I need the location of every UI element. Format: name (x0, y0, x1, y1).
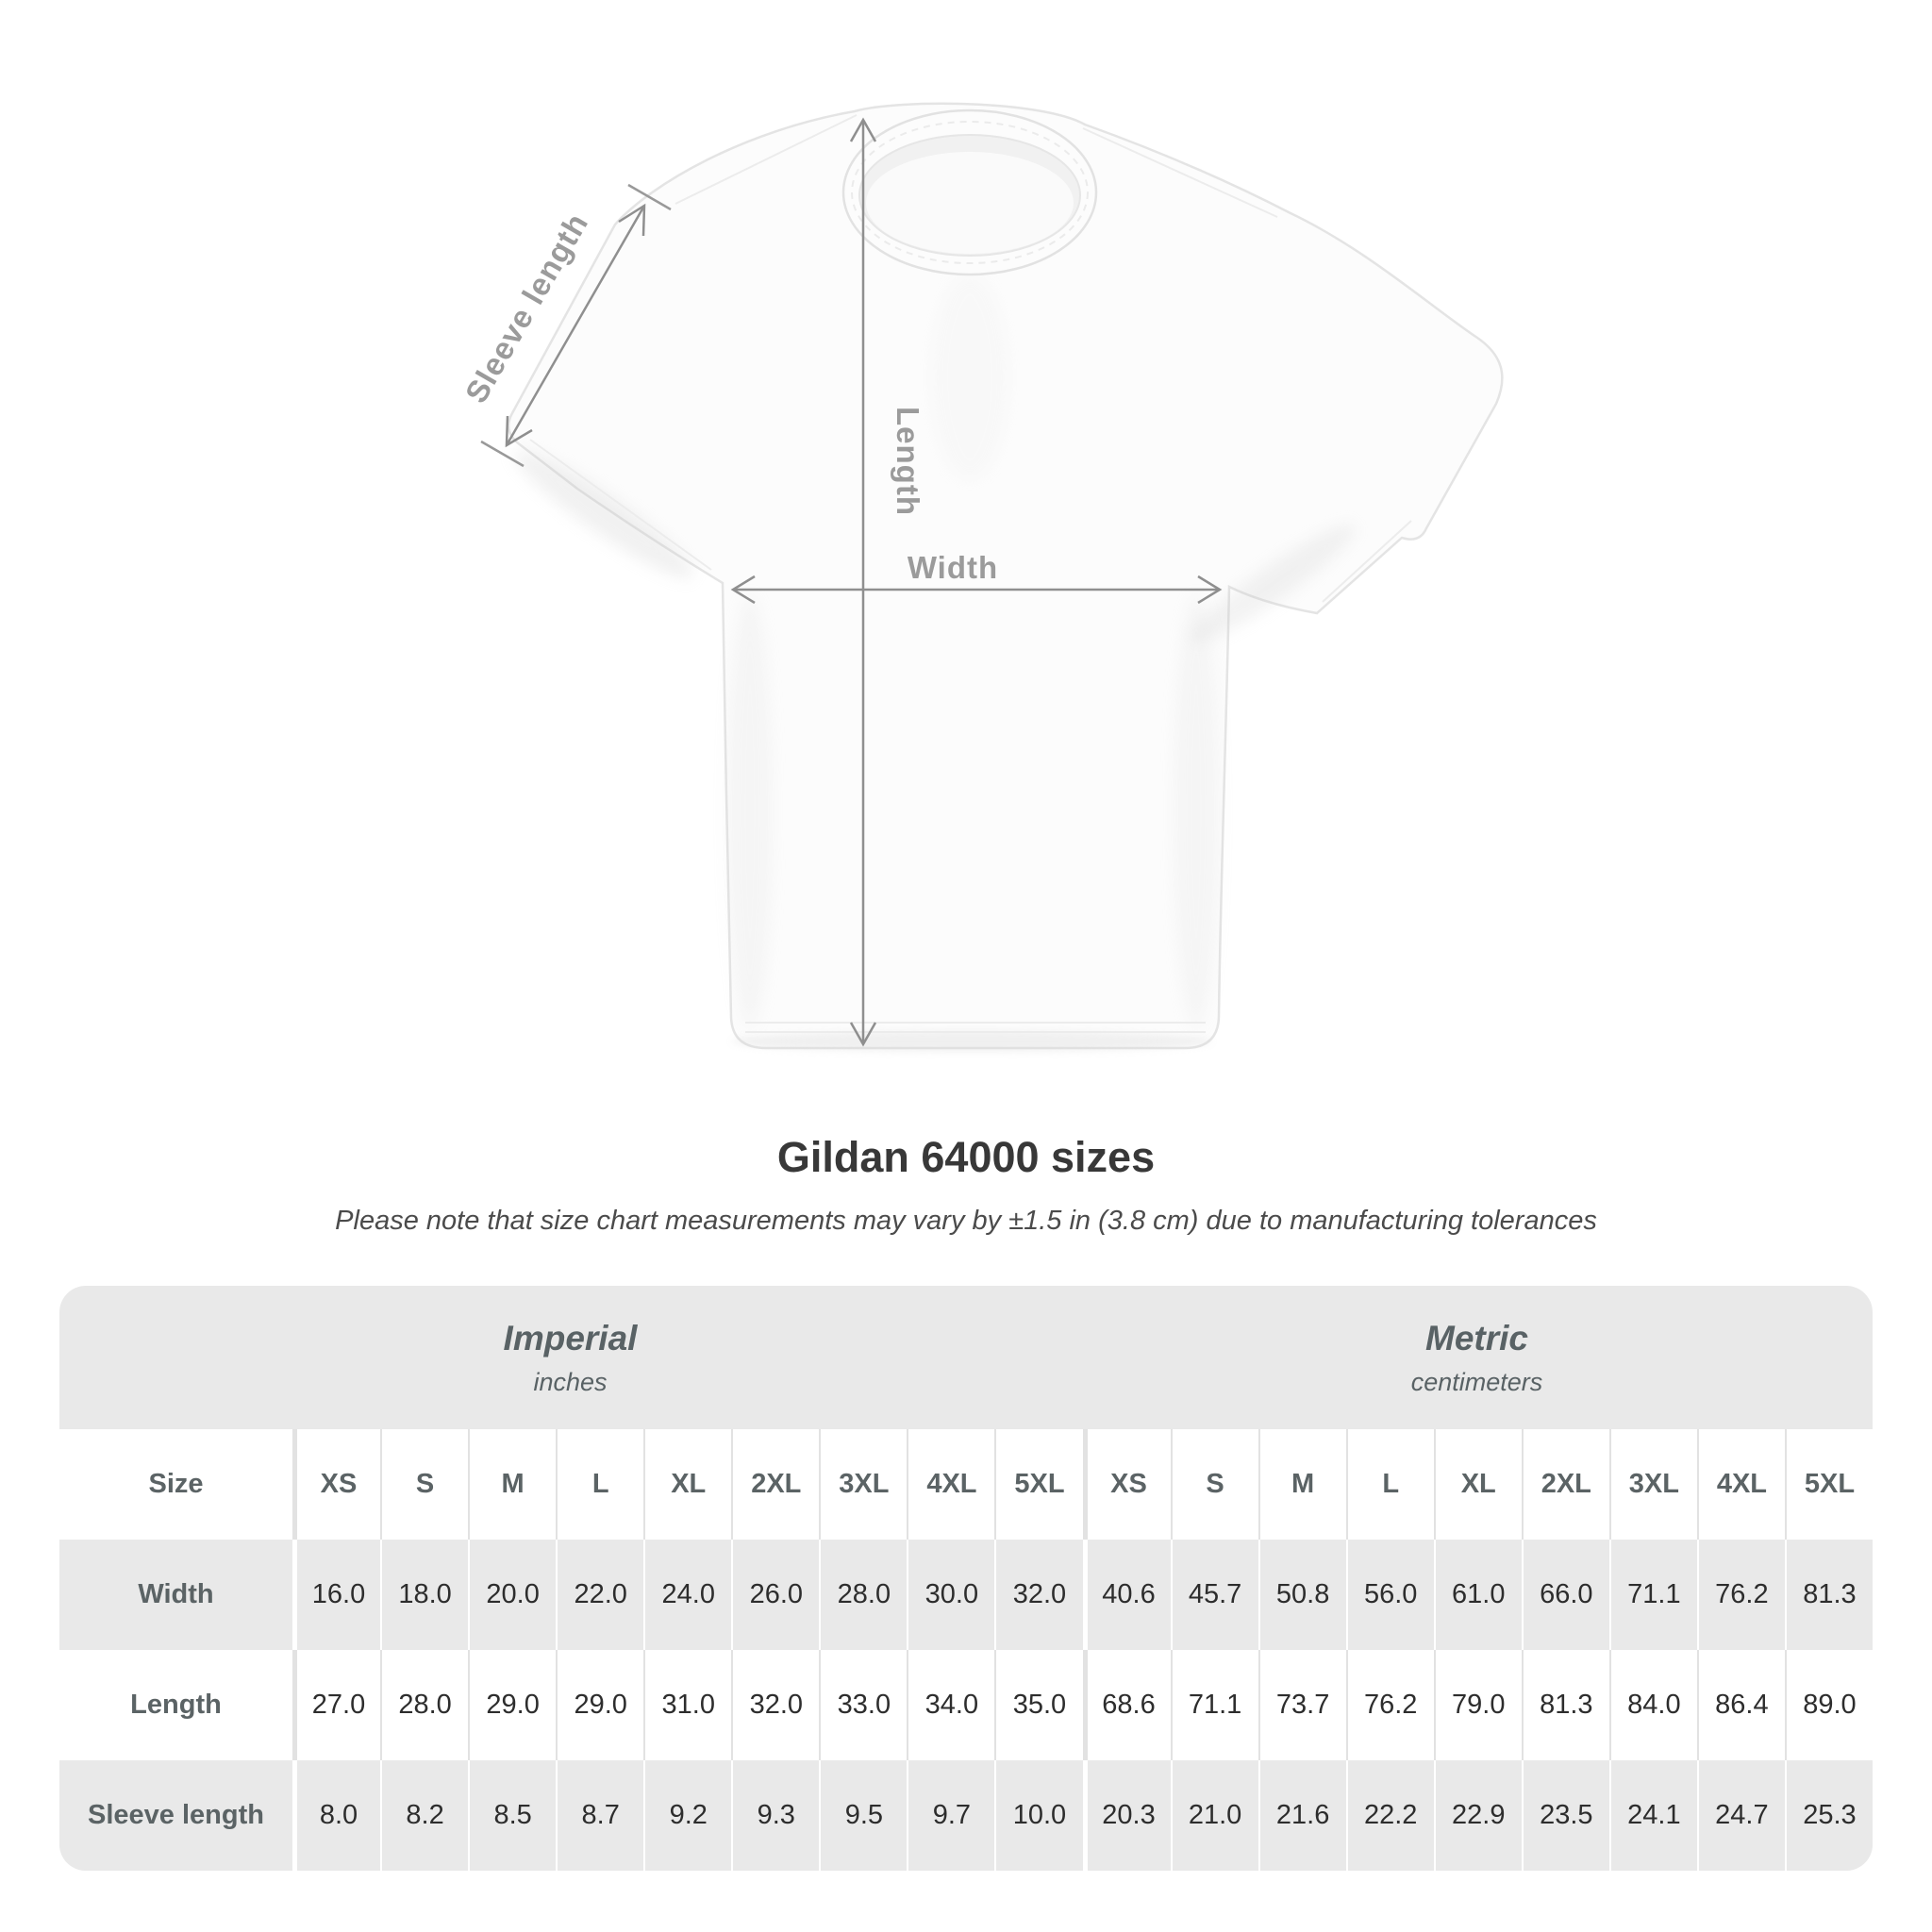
size-header-cell: 4XL (1696, 1429, 1785, 1540)
width-dimension: Width (730, 550, 1223, 605)
value-cell: 68.6 (1082, 1650, 1171, 1760)
imperial-section-unit: inches (533, 1367, 608, 1396)
value-cell: 50.8 (1257, 1540, 1346, 1650)
value-cell: 66.0 (1521, 1540, 1609, 1650)
size-header-cell: XS (292, 1429, 381, 1540)
value-cell: 76.2 (1345, 1650, 1434, 1760)
value-cell: 22.0 (556, 1540, 644, 1650)
value-cell: 9.5 (819, 1760, 908, 1871)
value-cell: 35.0 (994, 1650, 1083, 1760)
value-cell: 71.1 (1170, 1650, 1258, 1760)
size-header-cell: 2XL (731, 1429, 820, 1540)
size-chart-table: Imperial inches Metric centimeters Size X… (59, 1286, 1873, 1871)
value-cell: 8.5 (468, 1760, 557, 1871)
value-cell: 71.1 (1608, 1540, 1697, 1650)
row-label: Length (59, 1650, 292, 1760)
value-cell: 79.0 (1433, 1650, 1522, 1760)
size-header-cell: L (556, 1429, 644, 1540)
value-cell: 61.0 (1433, 1540, 1522, 1650)
row-label: Sleeve length (59, 1760, 292, 1871)
size-header-cell: M (468, 1429, 557, 1540)
imperial-section-title: Imperial (503, 1318, 638, 1357)
value-cell: 8.2 (380, 1760, 469, 1871)
metric-section-header: Metric centimeters (1081, 1286, 1873, 1429)
value-cell: 56.0 (1345, 1540, 1434, 1650)
size-header-cell: 3XL (1608, 1429, 1697, 1540)
value-cell: 9.2 (643, 1760, 732, 1871)
size-header-cell: 5XL (1784, 1429, 1873, 1540)
value-cell: 20.3 (1082, 1760, 1171, 1871)
size-column-header: Size (59, 1429, 292, 1540)
size-header-cell: XL (1433, 1429, 1522, 1540)
value-cell: 28.0 (819, 1540, 908, 1650)
unit-section-band: Imperial inches Metric centimeters (59, 1286, 1873, 1429)
caption-block: Gildan 64000 sizes Please note that size… (0, 1134, 1932, 1237)
value-cell: 86.4 (1696, 1650, 1785, 1760)
value-cell: 27.0 (292, 1650, 381, 1760)
size-grid: Size XS S M L XL 2XL 3XL 4XL 5XL XS S M L XL 2XL 3XL 4XL 5… (59, 1429, 1873, 1871)
width-label: Width (908, 550, 998, 585)
value-cell: 28.0 (380, 1650, 469, 1760)
size-header-cell: 3XL (819, 1429, 908, 1540)
value-cell: 26.0 (731, 1540, 820, 1650)
tshirt-measurement-figure: Sleeve length Length Width (458, 102, 1504, 1052)
value-cell: 32.0 (994, 1540, 1083, 1650)
value-cell: 89.0 (1784, 1650, 1873, 1760)
value-cell: 40.6 (1082, 1540, 1171, 1650)
value-cell: 9.7 (907, 1760, 995, 1871)
value-cell: 29.0 (468, 1650, 557, 1760)
value-cell: 81.3 (1521, 1650, 1609, 1760)
value-cell: 32.0 (731, 1650, 820, 1760)
metric-section-unit: centimeters (1410, 1367, 1543, 1396)
tolerance-note: Please note that size chart measurements… (335, 1206, 1597, 1236)
metric-section-title: Metric (1425, 1318, 1528, 1357)
value-cell: 73.7 (1257, 1650, 1346, 1760)
size-header-cell: M (1257, 1429, 1346, 1540)
value-cell: 30.0 (907, 1540, 995, 1650)
value-cell: 21.0 (1170, 1760, 1258, 1871)
value-cell: 9.3 (731, 1760, 820, 1871)
value-cell: 24.0 (643, 1540, 732, 1650)
value-cell: 45.7 (1170, 1540, 1258, 1650)
value-cell: 24.7 (1696, 1760, 1785, 1871)
value-cell: 22.2 (1345, 1760, 1434, 1871)
size-header-cell: XL (643, 1429, 732, 1540)
size-header-cell: S (380, 1429, 469, 1540)
value-cell: 8.0 (292, 1760, 381, 1871)
size-header-cell: XS (1082, 1429, 1171, 1540)
value-cell: 84.0 (1608, 1650, 1697, 1760)
size-header-cell: S (1170, 1429, 1258, 1540)
value-cell: 20.0 (468, 1540, 557, 1650)
value-cell: 81.3 (1784, 1540, 1873, 1650)
size-header-cell: 5XL (994, 1429, 1083, 1540)
value-cell: 23.5 (1521, 1760, 1609, 1871)
value-cell: 25.3 (1784, 1760, 1873, 1871)
page-title: Gildan 64000 sizes (776, 1133, 1156, 1181)
size-header-cell: L (1345, 1429, 1434, 1540)
value-cell: 8.7 (556, 1760, 644, 1871)
value-cell: 76.2 (1696, 1540, 1785, 1650)
collar (841, 108, 1098, 276)
value-cell: 24.1 (1608, 1760, 1697, 1871)
size-header-cell: 4XL (907, 1429, 995, 1540)
value-cell: 22.9 (1433, 1760, 1522, 1871)
tshirt-illustration (507, 102, 1504, 1052)
value-cell: 29.0 (556, 1650, 644, 1760)
row-label: Width (59, 1540, 292, 1650)
value-cell: 16.0 (292, 1540, 381, 1650)
length-label: Length (891, 407, 925, 516)
value-cell: 21.6 (1257, 1760, 1346, 1871)
value-cell: 34.0 (907, 1650, 995, 1760)
size-header-cell: 2XL (1521, 1429, 1609, 1540)
length-dimension: Length (849, 117, 925, 1047)
value-cell: 31.0 (643, 1650, 732, 1760)
value-cell: 33.0 (819, 1650, 908, 1760)
value-cell: 10.0 (994, 1760, 1083, 1871)
value-cell: 18.0 (380, 1540, 469, 1650)
imperial-section-header: Imperial inches (59, 1286, 1081, 1429)
